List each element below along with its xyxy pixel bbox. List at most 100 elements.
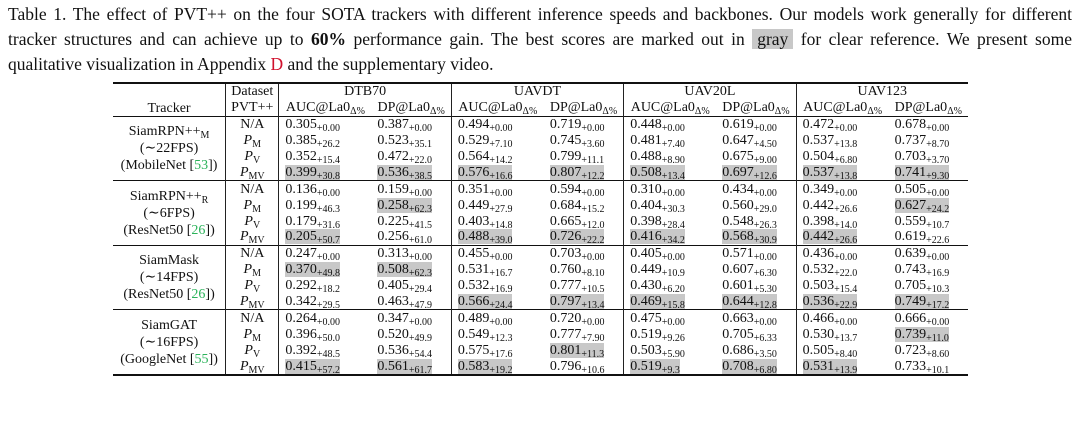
score-delta: +27.9	[489, 203, 513, 215]
score-cell: 0.663+0.00	[716, 309, 797, 327]
score-highlight: 0.416+34.2	[630, 229, 685, 246]
score-highlight: 0.560+29.0	[722, 197, 777, 215]
score-highlight: 0.475+0.00	[630, 310, 685, 328]
score-delta: +0.00	[834, 123, 858, 135]
score-highlight: 0.403+14.8	[458, 214, 513, 231]
caption-text: for clear reference. We present some qua…	[8, 29, 1073, 74]
variant-sub: V	[252, 284, 261, 296]
score-delta: +29.4	[408, 284, 433, 296]
score-value: 0.349	[802, 181, 835, 197]
score-cell: 0.475+0.00	[624, 310, 717, 328]
score-delta: +0.00	[834, 316, 858, 328]
score-value: 0.398	[802, 213, 835, 229]
score-delta: +48.5	[316, 348, 341, 360]
score-value: 0.475	[630, 310, 662, 326]
score-highlight: 0.489+0.00	[458, 311, 513, 328]
score-cell: 0.347+0.00	[371, 309, 452, 327]
score-highlight: 0.508+13.4	[630, 164, 685, 181]
score-delta: +0.00	[581, 252, 605, 264]
score-highlight: 0.199+46.3	[285, 198, 340, 215]
score-highlight: 0.310+0.00	[630, 182, 685, 199]
score-value: 0.560	[722, 197, 754, 213]
score-delta: +10.9	[661, 268, 685, 280]
score-highlight: 0.449+27.9	[458, 198, 513, 215]
score-cell: 0.488+39.0	[451, 229, 544, 246]
score-highlight: 0.583+19.2	[457, 358, 513, 375]
score-delta: +0.00	[316, 252, 341, 264]
score-cell: 0.416+34.2	[624, 229, 717, 246]
score-delta: +11.1	[581, 155, 605, 166]
score-value: 0.505	[802, 342, 835, 358]
score-value: 0.415	[285, 358, 317, 374]
score-value: 0.675	[722, 149, 754, 164]
score-highlight: 0.537+13.8	[802, 164, 858, 181]
score-value: 0.571	[722, 246, 754, 262]
score-highlight: 0.719+0.00	[550, 117, 605, 134]
score-highlight: 0.505+8.40	[802, 342, 858, 360]
score-cell: 0.463+47.9	[371, 293, 452, 311]
score-value: 0.399	[285, 164, 317, 180]
score-delta: +26.2	[316, 139, 341, 151]
score-value: 0.575	[457, 342, 490, 358]
metric-name: DP@La0	[549, 100, 603, 116]
score-highlight: 0.396+50.0	[285, 327, 341, 344]
score-value: 0.247	[285, 246, 317, 262]
score-highlight: 0.387+0.00	[377, 117, 432, 134]
score-cell: 0.530+13.7	[796, 326, 889, 344]
score-delta: +3.50	[753, 348, 777, 360]
score-highlight: 0.405+29.4	[377, 278, 433, 296]
tracker-name: SiamRPN++M	[116, 123, 222, 141]
metric-header: AUC@La0Δ%	[796, 100, 889, 117]
score-cell: 0.568+30.9	[716, 229, 797, 247]
score-value: 0.179	[285, 213, 317, 229]
data-row: PMV 0.205+50.7 0.256+61.0 0.488+39.0 0.726+2…	[113, 229, 968, 247]
score-value: 0.258	[377, 197, 409, 213]
score-delta: +50.0	[316, 332, 341, 344]
score-delta: +9.30	[926, 170, 950, 182]
variant-name: N/A	[240, 117, 265, 133]
score-delta: +30.9	[753, 235, 777, 247]
backbone-text: (GoogleNet [	[120, 351, 195, 367]
variant-label: N/A	[225, 180, 280, 198]
score-delta: +10.3	[926, 284, 950, 296]
score-cell: 0.537+13.8	[796, 133, 889, 150]
score-cell: 0.777+7.90	[543, 326, 625, 343]
score-cell: 0.392+48.5	[279, 342, 372, 360]
score-delta: +50.7	[316, 235, 341, 247]
score-delta: +5.30	[753, 284, 777, 296]
results-table: Tracker Dataset DTB70 UAVDT UAV20L UAV123 PVT+…	[113, 82, 968, 376]
score-value: 0.576	[457, 164, 490, 180]
score-delta: +7.40	[661, 139, 685, 151]
variant-sub: V	[252, 219, 261, 231]
score-value: 0.256	[377, 229, 409, 245]
score-value: 0.508	[630, 164, 662, 180]
score-highlight: 0.436+0.00	[803, 246, 858, 263]
score-value: 0.583	[457, 358, 490, 374]
score-value: 0.537	[802, 164, 835, 180]
variant-name: P	[243, 262, 253, 278]
score-cell: 0.760+8.10	[543, 261, 625, 279]
dataset-name: UAV20L	[623, 83, 797, 100]
pvt-label: PVT++	[225, 99, 280, 117]
metric-header: AUC@La0Δ%	[624, 100, 717, 117]
metric-sub: Δ%	[774, 106, 790, 118]
score-cell: 0.797+13.4	[543, 293, 625, 311]
score-delta: +12.3	[489, 332, 513, 344]
score-cell: 0.504+6.80	[796, 149, 889, 166]
score-value: 0.705	[894, 278, 927, 294]
score-value: 0.697	[722, 164, 754, 180]
dataset-name: DTB70	[278, 83, 452, 100]
score-value: 0.760	[549, 262, 582, 278]
score-highlight: 0.799+11.1	[550, 149, 605, 166]
score-cell: 0.708+6.80	[716, 358, 797, 375]
score-cell: 0.503+5.90	[624, 342, 717, 360]
score-delta: +24.2	[926, 203, 950, 215]
score-highlight: 0.494+0.00	[458, 117, 513, 134]
score-highlight: 0.777+10.5	[550, 278, 605, 295]
score-cell: 0.536+38.5	[371, 164, 452, 181]
variant-label: PV	[225, 213, 280, 231]
score-delta: +14.8	[489, 219, 513, 231]
variant-label: PM	[225, 261, 280, 279]
variant-label: PMV	[225, 164, 280, 181]
caption: Table 1. The effect of PVT++ on the four…	[8, 2, 1072, 77]
